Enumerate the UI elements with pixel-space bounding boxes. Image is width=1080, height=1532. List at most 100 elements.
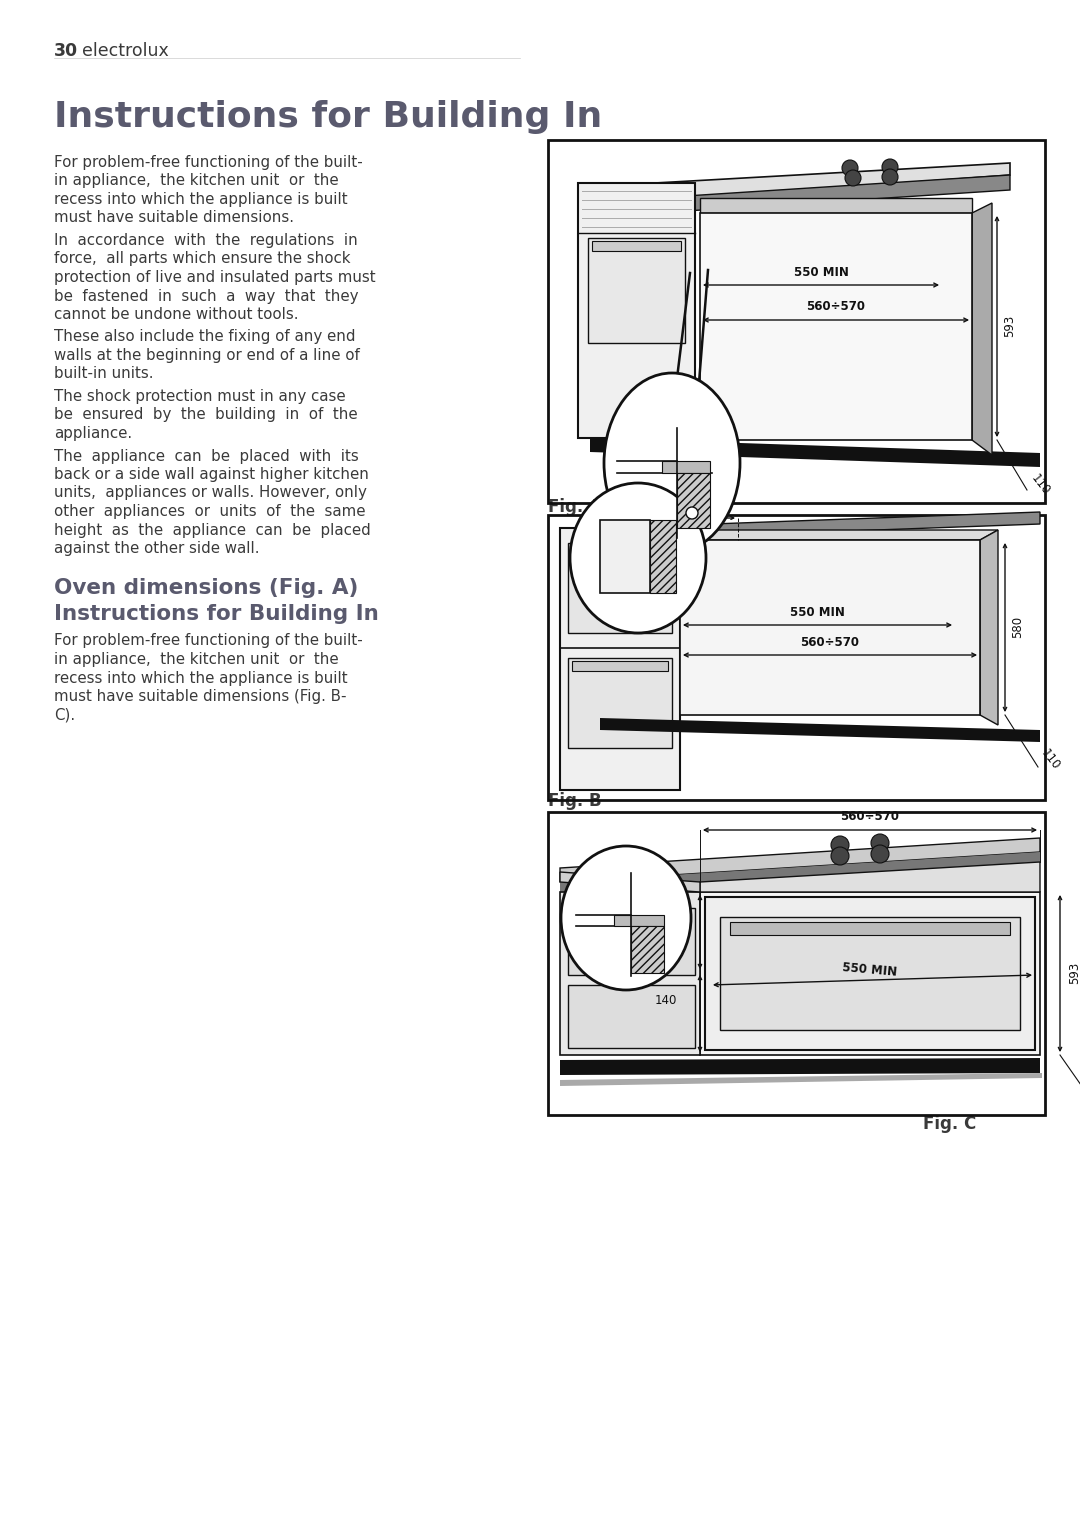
Bar [730,922,1010,935]
Text: 110: 110 [1028,472,1052,498]
Text: recess into which the appliance is built: recess into which the appliance is built [54,671,348,685]
Text: against the other side wall.: against the other side wall. [54,541,259,556]
Text: recess into which the appliance is built: recess into which the appliance is built [54,192,348,207]
Bar [588,237,685,343]
Text: must have suitable dimensions (Fig. B-: must have suitable dimensions (Fig. B- [54,689,347,705]
Polygon shape [700,863,1040,892]
Text: For problem-free functioning of the built-: For problem-free functioning of the buil… [54,634,363,648]
Text: 4 MIN: 4 MIN [609,904,619,938]
Text: For problem-free functioning of the built-: For problem-free functioning of the buil… [54,155,363,170]
Text: back or a side wall against higher kitchen: back or a side wall against higher kitch… [54,467,369,483]
Text: be  fastened  in  such  a  way  that  they: be fastened in such a way that they [54,288,359,303]
Text: force,  all parts which ensure the shock: force, all parts which ensure the shock [54,251,351,267]
Circle shape [882,159,897,175]
Text: 560÷570: 560÷570 [840,809,900,823]
Ellipse shape [604,372,740,553]
Text: walls at the beginning or end of a line of: walls at the beginning or end of a line … [54,348,360,363]
Text: 550 MIN: 550 MIN [794,265,849,279]
Circle shape [845,170,861,185]
Bar [680,539,980,715]
Circle shape [831,847,849,866]
Text: Fig. B: Fig. B [548,792,602,810]
Bar [561,529,680,791]
Text: 240: 240 [654,931,677,945]
Bar [600,519,650,593]
Bar [700,892,1040,1056]
Text: 550 MIN: 550 MIN [842,961,897,979]
Text: Fig. A: Fig. A [548,498,602,516]
Bar [568,908,696,974]
Polygon shape [600,719,1040,741]
Text: be  ensured  by  the  building  in  of  the: be ensured by the building in of the [54,408,357,423]
Polygon shape [561,872,700,892]
Text: 30: 30 [54,41,78,60]
Circle shape [870,846,889,863]
Bar [568,659,672,748]
Text: 50: 50 [703,498,717,512]
Polygon shape [680,530,998,539]
Text: 550 MIN: 550 MIN [789,605,845,619]
Ellipse shape [561,846,691,990]
Polygon shape [630,512,1040,539]
Ellipse shape [570,483,706,633]
Text: 593: 593 [1003,316,1016,337]
Circle shape [842,159,858,176]
Text: in appliance,  the kitchen unit  or  the: in appliance, the kitchen unit or the [54,173,339,188]
Text: Instructions for Building In: Instructions for Building In [54,604,379,624]
Text: Oven dimensions (Fig. A): Oven dimensions (Fig. A) [54,578,359,597]
Bar [548,812,1045,1115]
Bar [592,241,681,251]
Bar [720,918,1020,1030]
Text: 4 MIN: 4 MIN [653,449,663,483]
Text: 110: 110 [1038,748,1062,772]
Bar [662,461,710,473]
Text: C).: C). [54,708,76,723]
Text: The  appliance  can  be  placed  with  its: The appliance can be placed with its [54,449,359,464]
Bar [578,182,696,438]
Bar [572,545,669,556]
Polygon shape [561,852,1040,892]
Text: These also include the fixing of any end: These also include the fixing of any end [54,329,355,345]
Polygon shape [654,175,1010,213]
Bar [705,898,1035,1049]
Polygon shape [972,204,993,455]
Polygon shape [631,925,664,973]
Bar [700,213,972,440]
Text: Fig. C: Fig. C [923,1115,976,1134]
Text: 140: 140 [654,993,677,1007]
Bar [572,660,669,671]
Text: protection of live and insulated parts must: protection of live and insulated parts m… [54,270,376,285]
Bar [568,985,696,1048]
Circle shape [686,507,698,519]
Text: The shock protection must in any case: The shock protection must in any case [54,389,346,404]
Text: other  appliances  or  units  of  the  same: other appliances or units of the same [54,504,365,519]
Bar [568,542,672,633]
Text: cannot be undone without tools.: cannot be undone without tools. [54,306,298,322]
Bar [615,915,664,925]
Polygon shape [654,162,1010,198]
Text: 580: 580 [1012,616,1025,637]
Polygon shape [590,438,1040,467]
Text: 560÷570: 560÷570 [807,300,865,314]
Polygon shape [561,1059,1040,1075]
Bar [548,515,1045,800]
Text: units,  appliances or walls. However, only: units, appliances or walls. However, onl… [54,486,367,501]
Text: must have suitable dimensions.: must have suitable dimensions. [54,210,294,225]
Polygon shape [650,519,676,593]
Circle shape [882,169,897,185]
Polygon shape [561,838,1040,882]
Text: built-in units.: built-in units. [54,366,153,381]
Text: electrolux: electrolux [82,41,168,60]
Text: in appliance,  the kitchen unit  or  the: in appliance, the kitchen unit or the [54,653,339,666]
Bar [548,139,1045,502]
Text: 593: 593 [1068,962,1080,984]
Text: Instructions for Building In: Instructions for Building In [54,100,603,133]
Circle shape [831,836,849,853]
Circle shape [870,833,889,852]
Polygon shape [700,198,972,213]
Text: In  accordance  with  the  regulations  in: In accordance with the regulations in [54,233,357,248]
Polygon shape [980,530,998,725]
Text: appliance.: appliance. [54,426,132,441]
Text: 560÷570: 560÷570 [800,636,860,648]
Polygon shape [561,892,700,1056]
